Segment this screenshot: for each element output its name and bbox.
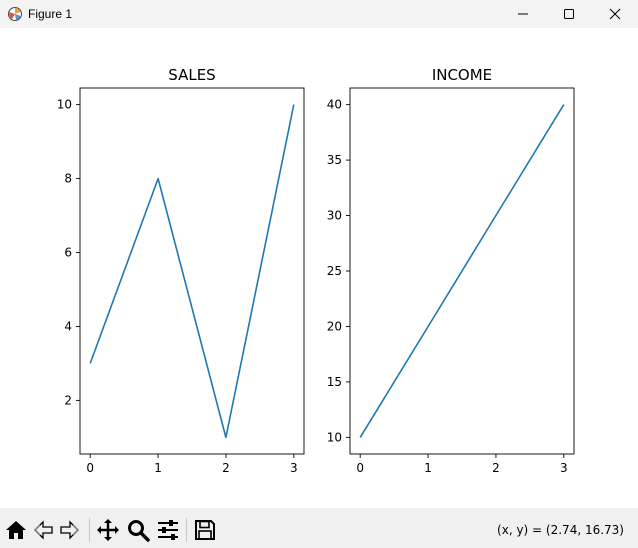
series-line — [89, 104, 295, 439]
x-tick-label: 1 — [424, 461, 432, 475]
y-tick-label: 40 — [327, 98, 342, 112]
y-tick-label: 2 — [64, 393, 72, 407]
y-tick-label: 10 — [57, 98, 72, 112]
toolbar-separator — [186, 518, 187, 542]
y-tick-label: 35 — [327, 153, 342, 167]
back-button[interactable] — [31, 518, 55, 542]
back-arrow-icon — [34, 520, 53, 540]
forward-arrow-icon — [60, 520, 79, 540]
figure-svg: SALES 0 1 2 3 2 4 6 8 10 INCOME 0 1 2 3 10 15 20 25 30 35 40 — [57, 66, 575, 475]
maximize-button[interactable] — [546, 0, 592, 28]
pan-button[interactable] — [96, 518, 120, 542]
chart-title: INCOME — [432, 66, 492, 84]
series-line — [359, 104, 565, 438]
configure-subplots-button[interactable] — [156, 518, 180, 542]
x-tick-label: 2 — [222, 461, 230, 475]
toolbar-separator — [89, 518, 90, 542]
cursor-coordinates: (x, y) = (2.74, 16.73) — [497, 523, 624, 537]
chart-title: SALES — [168, 66, 215, 84]
y-tick-label: 8 — [64, 172, 72, 186]
x-tick-label: 3 — [560, 461, 568, 475]
axes-frame — [79, 87, 305, 455]
window-title: Figure 1 — [28, 7, 73, 21]
y-tick-label: 20 — [327, 319, 342, 333]
y-tick-label: 4 — [64, 319, 72, 333]
home-button[interactable] — [4, 518, 28, 542]
y-tick-label: 10 — [327, 430, 342, 444]
figure-canvas[interactable] — [0, 28, 638, 508]
matplotlib-icon — [8, 7, 22, 21]
y-tick-label: 30 — [327, 209, 342, 223]
save-icon — [195, 520, 215, 540]
y-tick-label: 25 — [327, 264, 342, 278]
x-tick-label: 0 — [86, 461, 94, 475]
forward-button[interactable] — [58, 518, 82, 542]
x-tick-label: 3 — [290, 461, 298, 475]
zoom-icon — [128, 520, 150, 542]
x-tick-label: 2 — [492, 461, 500, 475]
minimize-button[interactable] — [500, 0, 546, 28]
y-tick-label: 15 — [327, 375, 342, 389]
title-bar: Figure 1 — [0, 0, 638, 28]
navigation-toolbar: (x, y) = (2.74, 16.73) — [0, 508, 638, 548]
x-tick-label: 0 — [356, 461, 364, 475]
zoom-button[interactable] — [126, 518, 150, 542]
configure-subplots-icon — [158, 520, 178, 540]
maximize-icon — [564, 9, 574, 19]
x-tick-label: 1 — [154, 461, 162, 475]
y-tick-label: 6 — [64, 246, 72, 260]
save-button[interactable] — [193, 518, 217, 542]
pan-icon — [97, 519, 119, 541]
home-icon — [6, 521, 26, 539]
close-button[interactable] — [592, 0, 638, 28]
minimize-icon — [518, 13, 528, 15]
close-icon — [609, 8, 621, 20]
